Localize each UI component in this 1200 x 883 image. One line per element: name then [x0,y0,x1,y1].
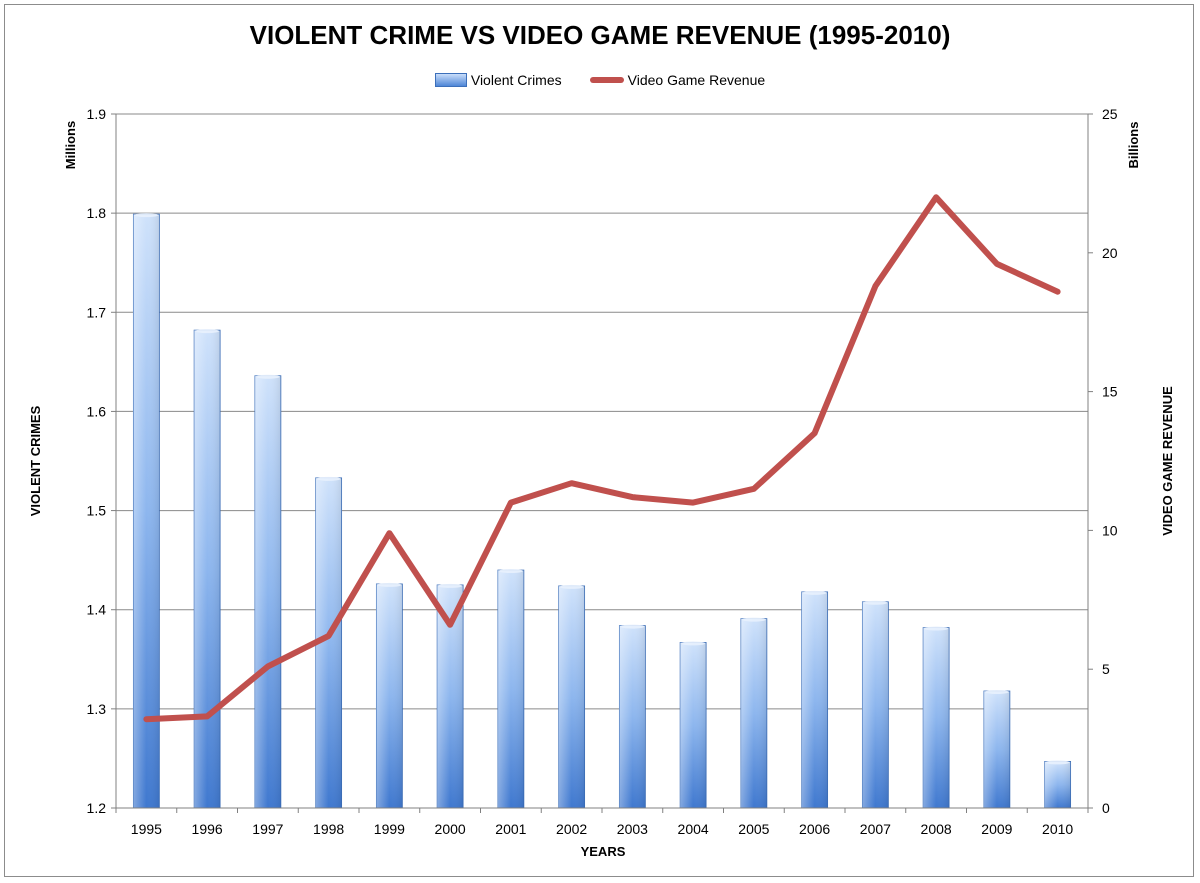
x-tick-label: 2008 [921,821,952,837]
y-right-tick-label: 5 [1102,661,1110,677]
y-left-tick-label: 1.4 [87,602,107,618]
y-left-tick-label: 1.6 [87,403,107,419]
bar-highlight [254,375,281,808]
line-point [935,196,937,198]
y-left-tick-label: 1.9 [87,106,107,122]
axis-layer: 1.2 1.3 1.4 1.5 1.6 1.7 1.8 1.9 0 5 10 15 20 25 1995 19… [87,106,1118,837]
bar-cap [984,690,1009,695]
bar-highlight [558,585,585,808]
bar-cap [620,624,645,629]
x-tick-label: 2000 [435,821,466,837]
y-right-tick-label: 15 [1102,384,1118,400]
bar-highlight [740,618,767,808]
bar-highlight [1044,761,1071,808]
bar-highlight [862,601,889,808]
line-layer [143,194,1061,723]
y-axis-left-label: VIOLENT CRIMES [28,405,43,516]
bar-cap [681,641,706,646]
legend-label-violent-crimes: Violent Crimes [470,72,562,88]
line-point [1057,291,1059,293]
bar-cap [377,582,402,587]
x-tick-label: 2001 [495,821,526,837]
y-left-tick-label: 1.7 [87,304,107,320]
x-tick-label: 2005 [738,821,769,837]
x-axis-label: YEARS [581,844,626,859]
y-right-tick-label: 20 [1102,245,1118,261]
bar-cap [924,626,949,631]
bar-cap [195,329,220,334]
series-line-video-game-revenue [143,194,1061,723]
bar-highlight [133,214,160,809]
x-tick-label: 1999 [374,821,405,837]
line-point [874,285,876,287]
chart-title: VIOLENT CRIME VS VIDEO GAME REVENUE (199… [249,20,951,50]
line-point [571,482,573,484]
x-tick-label: 2004 [678,821,709,837]
bar-highlight [619,625,646,808]
bar-cap [802,590,827,595]
x-tick-label: 1998 [313,821,344,837]
line-point [510,502,512,504]
bar-cap [1045,760,1070,765]
chart-legend: Violent Crimes Video Game Revenue [0,72,1200,88]
bar-layer [132,213,1072,809]
y-axis-right-label: VIDEO GAME REVENUE [1160,386,1175,536]
legend-label-video-game-revenue: Video Game Revenue [627,72,766,88]
line-point [328,635,330,637]
x-tick-label: 1996 [192,821,223,837]
x-tick-label: 2003 [617,821,648,837]
bar-cap [316,476,341,481]
bar-highlight [923,627,950,808]
x-tick-label: 2007 [860,821,891,837]
line-point [267,665,269,667]
line-point [206,715,208,717]
x-tick-label: 1995 [131,821,162,837]
bar-highlight [983,691,1010,808]
x-tick-label: 2006 [799,821,830,837]
x-tick-label: 2002 [556,821,587,837]
bar-cap [863,600,888,605]
y-left-tick-label: 1.8 [87,205,107,221]
y-left-tick-label: 1.3 [87,701,107,717]
legend-swatch-line [589,77,624,83]
bar-highlight [680,642,707,808]
y-axis-right-unit: Billions [1126,122,1141,169]
line-point [388,532,390,534]
bar-highlight [194,330,221,808]
bar-highlight [376,583,403,808]
bar-highlight [497,570,524,808]
line-point [753,488,755,490]
line-point [996,263,998,265]
bar-cap [498,569,523,574]
y-axis-left-unit: Millions [63,121,78,169]
bar-cap [438,583,463,588]
bar-cap [255,374,280,379]
x-tick-label: 2009 [981,821,1012,837]
bar-cap [559,584,584,589]
line-point [449,624,451,626]
x-tick-label: 1997 [252,821,283,837]
y-right-tick-label: 25 [1102,106,1118,122]
line-point [814,432,816,434]
line-point [692,502,694,504]
legend-item-violent-crimes: Violent Crimes [434,72,562,88]
y-left-tick-label: 1.2 [87,800,107,816]
y-right-tick-label: 0 [1102,800,1110,816]
bar-highlight [801,591,828,808]
line-point [631,496,633,498]
line-point [145,718,147,720]
y-left-tick-label: 1.5 [87,503,107,519]
x-tick-label: 2010 [1042,821,1073,837]
y-right-tick-label: 10 [1102,522,1118,538]
bar-cap [134,213,159,218]
legend-item-video-game-revenue: Video Game Revenue [589,72,766,88]
bar-cap [741,617,766,622]
legend-swatch-bar [434,73,467,87]
